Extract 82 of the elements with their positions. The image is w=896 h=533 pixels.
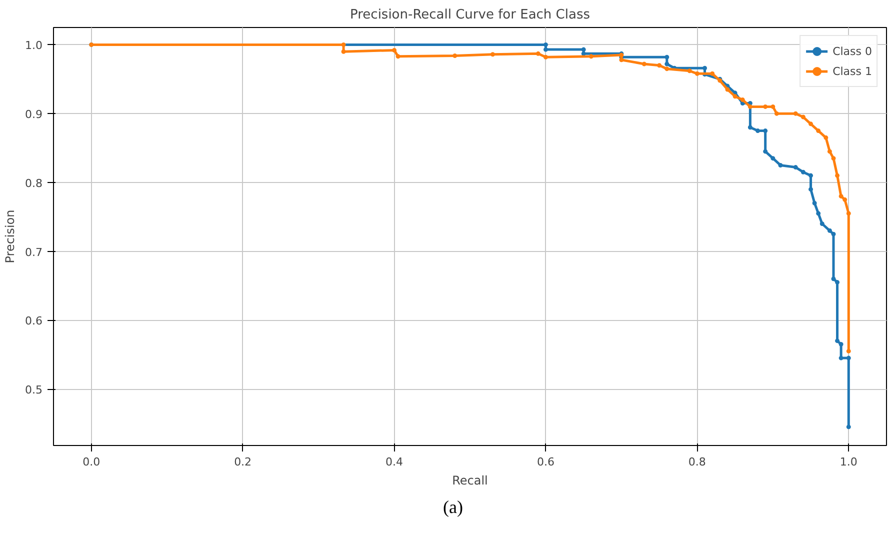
x-tick-label: 1.0	[840, 456, 858, 468]
point	[763, 104, 768, 109]
point	[748, 104, 752, 109]
point	[588, 54, 594, 59]
point	[710, 71, 715, 76]
point	[770, 156, 776, 161]
point	[543, 42, 548, 47]
point	[763, 149, 768, 154]
point	[664, 66, 670, 72]
x-tick-label: 0.8	[688, 456, 706, 468]
point	[756, 128, 760, 134]
point	[827, 149, 832, 154]
point	[664, 54, 670, 60]
point	[452, 53, 458, 58]
y-tick-label: 0.9	[25, 108, 43, 122]
point	[827, 228, 832, 233]
point	[702, 66, 708, 70]
point	[846, 211, 851, 216]
point	[831, 232, 836, 236]
point	[846, 356, 851, 360]
point	[763, 128, 768, 134]
x-axis-title: Recall	[452, 474, 488, 488]
y-tick-label: 0.7	[25, 246, 43, 259]
point	[396, 54, 400, 59]
y-axis-title: Precision	[3, 210, 18, 264]
point	[732, 94, 738, 99]
point	[831, 276, 836, 282]
point	[543, 47, 548, 52]
point	[842, 197, 848, 202]
point	[835, 280, 840, 285]
point	[725, 87, 730, 92]
y-tick-label: 0.5	[25, 384, 43, 397]
point	[793, 165, 798, 170]
point	[846, 424, 851, 430]
point	[812, 200, 817, 206]
point	[793, 111, 798, 116]
point	[748, 125, 752, 130]
point	[740, 98, 745, 102]
text: (a)	[443, 496, 463, 519]
point	[824, 135, 828, 140]
point	[846, 348, 851, 354]
y-tick-label: 0.6	[25, 314, 43, 328]
point	[490, 52, 495, 57]
point	[820, 222, 824, 226]
point	[536, 51, 540, 56]
point	[694, 71, 700, 76]
x-tick-label: 0.2	[234, 456, 252, 468]
point	[341, 42, 346, 47]
point	[619, 58, 624, 62]
point	[816, 128, 821, 134]
chart-title: Precision-Recall Curve for Each Class	[350, 8, 590, 22]
y-tick-label: 0.8	[25, 176, 43, 190]
x-tick-label: 0.4	[386, 456, 404, 468]
point	[800, 170, 806, 174]
x-tick-label: 0.6	[536, 456, 554, 468]
point	[543, 54, 548, 60]
point	[778, 162, 783, 168]
legend-label: Class 1	[832, 64, 872, 78]
point	[838, 194, 844, 198]
point	[664, 62, 670, 66]
point	[831, 156, 836, 161]
point	[816, 211, 821, 216]
x-tick-label: 0.0	[82, 456, 100, 468]
point	[770, 104, 776, 109]
point	[808, 187, 814, 192]
point	[341, 49, 346, 54]
point	[835, 338, 840, 344]
point	[581, 47, 586, 52]
point	[657, 63, 662, 68]
point	[392, 48, 397, 52]
legend-label: Class 0	[832, 44, 872, 58]
point	[774, 111, 779, 116]
point	[835, 173, 840, 178]
point	[808, 122, 814, 126]
y-tick-label: 1.0	[25, 39, 43, 52]
point	[838, 356, 844, 360]
point	[581, 51, 586, 56]
point	[838, 342, 844, 347]
point	[642, 62, 646, 66]
point	[808, 173, 814, 178]
point	[800, 114, 806, 120]
point	[687, 68, 692, 74]
